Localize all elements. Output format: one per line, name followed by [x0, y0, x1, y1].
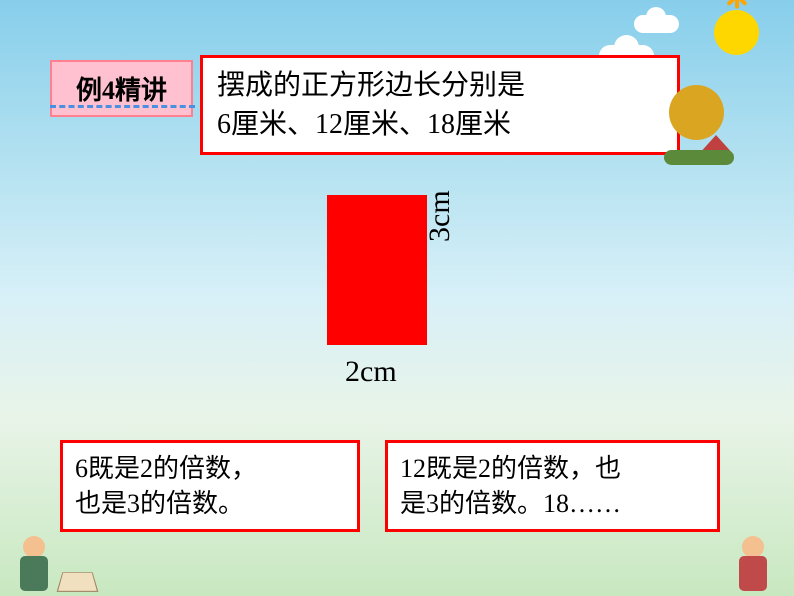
box-right-line2: 是3的倍数。18……	[400, 486, 705, 521]
rectangle-shape	[327, 195, 427, 345]
sun-decoration	[714, 10, 759, 55]
grass-decoration	[664, 150, 734, 165]
kid-left-decoration	[10, 531, 60, 591]
kid-right-decoration	[729, 531, 779, 591]
box-left-line1: 6既是2的倍数，	[75, 451, 345, 486]
answer-line2: 6厘米、12厘米、18厘米	[217, 105, 663, 144]
explanation-box-left: 6既是2的倍数， 也是3的倍数。	[60, 440, 360, 532]
height-label: 3cm	[423, 190, 457, 242]
box-left-line2: 也是3的倍数。	[75, 486, 345, 521]
answer-line1: 摆成的正方形边长分别是	[217, 66, 663, 105]
explanation-box-right: 12既是2的倍数，也 是3的倍数。18……	[385, 440, 720, 532]
example-badge: 例4精讲	[50, 60, 193, 117]
cloud-decoration	[634, 15, 679, 33]
dashed-underline	[50, 105, 195, 108]
character-decoration	[659, 80, 734, 155]
width-label: 2cm	[345, 355, 397, 389]
box-right-line1: 12既是2的倍数，也	[400, 451, 705, 486]
book-decoration	[57, 572, 99, 592]
answer-box: 摆成的正方形边长分别是 6厘米、12厘米、18厘米	[200, 55, 680, 155]
